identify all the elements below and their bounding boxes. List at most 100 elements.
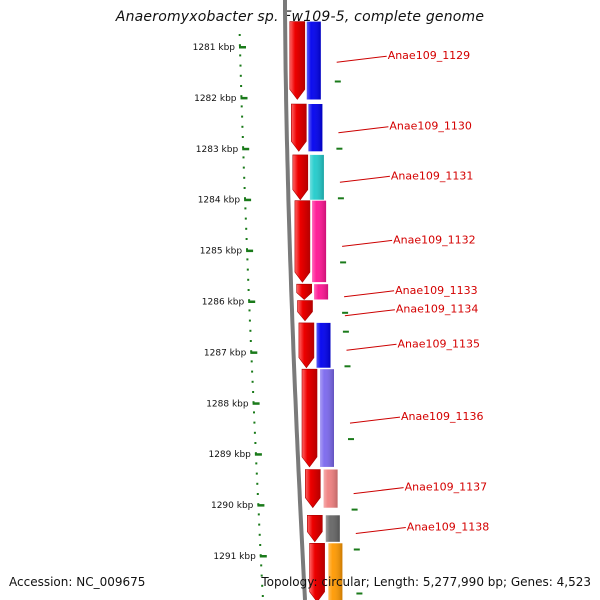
genome-backbone [283,0,307,600]
scale-dot [257,513,260,516]
scale-dot [246,248,248,251]
gene-marker [351,508,358,511]
scale-dots [238,34,264,597]
scale-tick-label: 1288 kbp [206,399,249,409]
scale-tick [242,147,250,151]
gene-arrow[interactable] [296,283,312,300]
gene-marker [348,438,354,441]
gene-box-shading [316,322,331,368]
gene-tracks [289,21,363,600]
scale-tick [254,453,262,456]
scale-dot [261,584,264,587]
gene-label[interactable]: Anae109_1136 [401,410,484,423]
gene-label[interactable]: Anae109_1132 [393,233,476,246]
scale-tick [240,96,248,100]
scale-dot [252,391,255,393]
gene-marker [336,147,343,150]
gene-label[interactable]: Anae109_1134 [396,303,479,316]
gene-label[interactable]: Anae109_1130 [389,120,472,133]
gene-label[interactable]: Anae109_1133 [395,284,478,297]
gene-labels: Anae109_1129 Anae109_1130 Anae109_1131 Anae… [336,49,490,534]
scale-dot [253,421,256,424]
gene-marker [334,80,341,83]
gene-arrow[interactable] [307,515,323,543]
scale-dot [260,564,263,567]
scale-dot [261,595,264,597]
backbone-line [283,0,307,600]
scale-tick-label: 1286 kbp [202,298,245,308]
scale-dot [239,64,242,67]
scale-tick-label: 1282 kbp [194,94,237,104]
scale-dot [240,85,243,87]
topology-text: Topology: circular; Length: 5,277,990 bp… [261,575,591,589]
gene-label[interactable]: Anae109_1129 [388,49,471,62]
gene-label-leader [349,416,401,424]
scale-dot [254,442,257,444]
scale-tick-label: 1281 kbp [193,43,236,53]
gene-marker [342,311,349,314]
scale-tick [252,402,260,405]
scale-tick [239,46,246,49]
gene-arrow[interactable] [305,469,321,509]
scale-dot [246,258,249,261]
scale-tick [248,300,256,303]
scale-dot [242,146,245,149]
scale-dot [255,472,258,475]
scale-tick [244,198,252,202]
scale-dot [239,74,242,77]
scale-dot [252,401,255,404]
gene-arrow[interactable] [301,368,318,468]
scale-dot [249,340,252,342]
gene-label[interactable]: Anae109_1131 [391,169,474,182]
scale-dot [245,227,248,230]
scale-tick [250,351,258,354]
gene-label-leader [344,290,395,298]
gene-label[interactable]: Anae109_1135 [398,337,481,350]
scale-tick-label: 1287 kbp [204,348,247,358]
gene-box-shading [320,369,334,467]
scale-dot [248,309,251,312]
gene-arrow[interactable] [309,543,325,600]
gene-arrow[interactable] [294,200,311,283]
gene-label-leader [346,343,397,351]
gene-arrow[interactable] [292,154,309,201]
scale-dot [250,350,253,353]
scale-dot [260,574,263,577]
gene-box-shading [328,543,343,600]
scale-dot [240,95,243,98]
scale-dot [242,166,245,169]
gene-arrow[interactable] [297,300,313,322]
scale-dot [255,462,258,465]
gene-marker [344,365,351,368]
scale-dot [244,197,246,200]
gene-label[interactable]: Anae109_1138 [407,521,490,534]
gene-arrow[interactable] [289,21,306,100]
gene-arrow[interactable] [291,103,307,152]
scale-dot [258,533,261,536]
gene-marker [342,330,349,333]
gene-marker [356,592,363,595]
gene-label-leader [353,487,404,495]
gene-label-leader [355,527,406,534]
scale-dot [243,176,246,179]
scale-dot [258,523,261,526]
scale-dot [247,278,250,281]
scale-ticks: 1281 kbp 1282 kbp 1283 kbp 1284 kbp 1285 kbp… [193,43,267,562]
gene-label[interactable]: Anae109_1137 [405,481,488,494]
scale-dot [259,544,262,546]
scale-dot [249,329,252,332]
scale-dot [250,360,253,363]
scale-dot [239,54,242,57]
gene-arrow[interactable] [298,322,315,369]
scale-dot [245,238,248,240]
gene-label-leader [338,126,389,134]
scale-dot [238,44,241,47]
scale-dot [246,268,249,271]
gene-box-shading [323,469,338,508]
scale-dot [253,431,256,434]
gene-label-leader [336,55,387,63]
scale-dot [242,156,245,159]
gene-label-leader [344,309,395,317]
